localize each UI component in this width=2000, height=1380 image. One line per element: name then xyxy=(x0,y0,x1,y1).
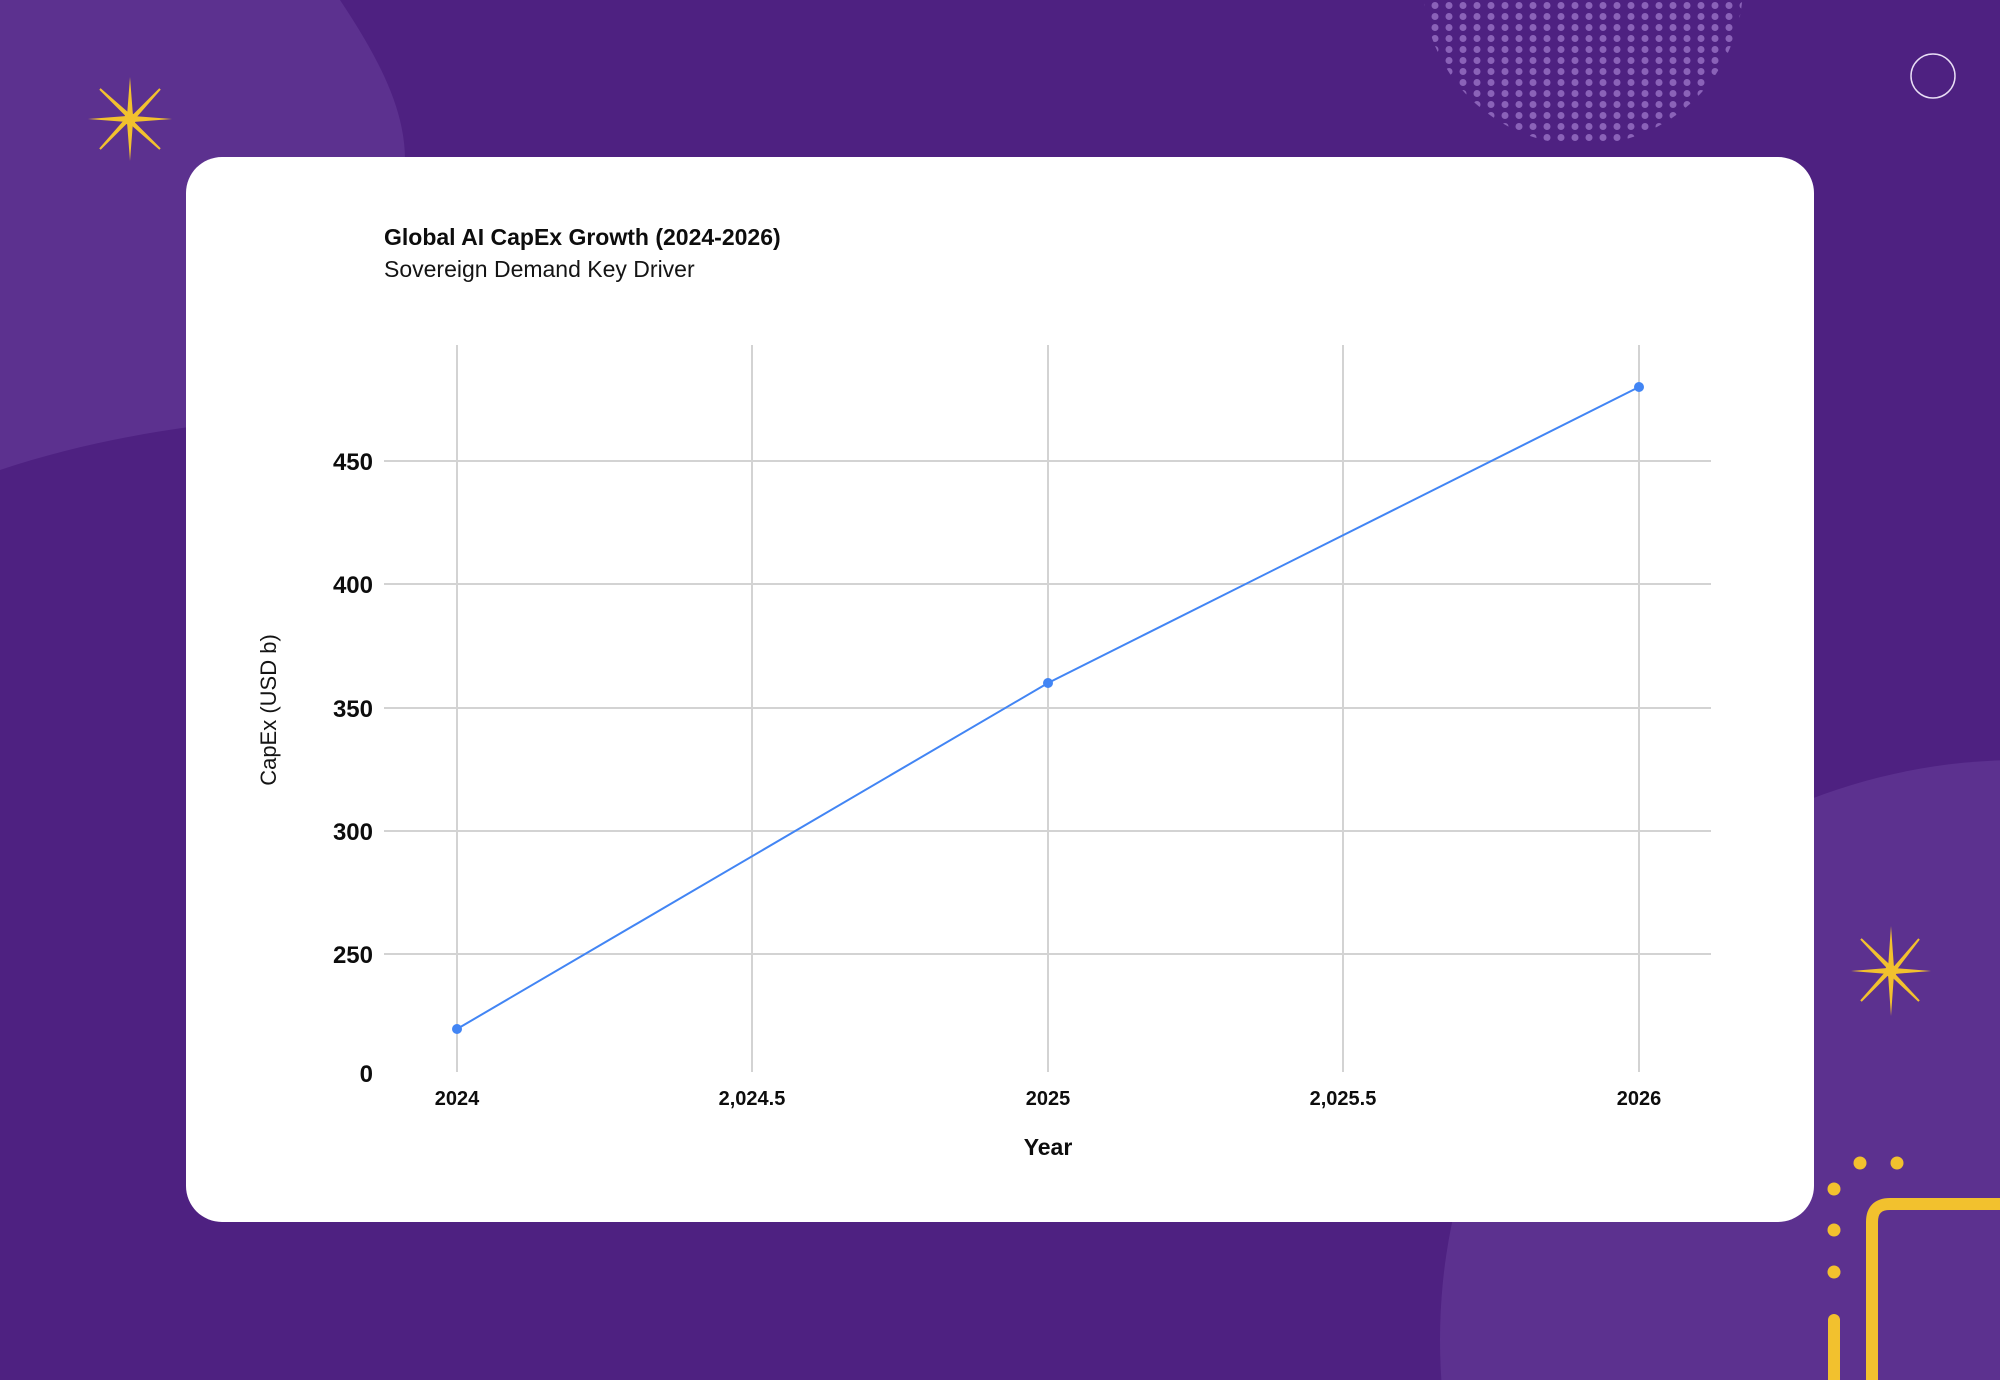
y-tick-label: 400 xyxy=(333,572,373,599)
y-tick-label: 0 xyxy=(360,1061,373,1088)
x-tick-label: 2026 xyxy=(1617,1088,1662,1110)
y-tick-label: 250 xyxy=(333,942,373,969)
chart-title: Global AI CapEx Growth (2024-2026) xyxy=(384,224,781,250)
vertical-gridlines xyxy=(456,345,1640,1072)
data-point-2024[interactable] xyxy=(452,1024,462,1034)
x-axis-label: Year xyxy=(1024,1134,1073,1160)
yellow-dots-decoration xyxy=(1827,1156,1904,1279)
outline-circle-icon xyxy=(1910,53,1956,99)
data-point-2025[interactable] xyxy=(1043,678,1053,688)
chart-subtitle: Sovereign Demand Key Driver xyxy=(384,256,695,282)
y-tick-label: 450 xyxy=(333,449,373,476)
y-tick-label: 300 xyxy=(333,819,373,846)
sparkle-star-icon xyxy=(88,77,172,161)
y-axis-label: CapEx (USD b) xyxy=(256,634,281,786)
data-point-2026[interactable] xyxy=(1634,382,1644,392)
y-tick-label: 350 xyxy=(333,696,373,723)
x-tick-label: 2,025.5 xyxy=(1310,1088,1377,1110)
x-tick-label: 2,024.5 xyxy=(719,1088,786,1110)
sparkle-star-icon xyxy=(1851,926,1931,1016)
capex-series-markers xyxy=(452,382,1644,1034)
x-tick-label: 2024 xyxy=(435,1088,480,1110)
x-tick-label: 2025 xyxy=(1026,1088,1071,1110)
yellow-bracket-decoration xyxy=(1866,1198,2000,1380)
y-tick-labels: 450 400 350 300 250 0 xyxy=(333,449,373,1088)
x-tick-labels: 2024 2,024.5 2025 2,025.5 2026 xyxy=(435,1088,1662,1110)
